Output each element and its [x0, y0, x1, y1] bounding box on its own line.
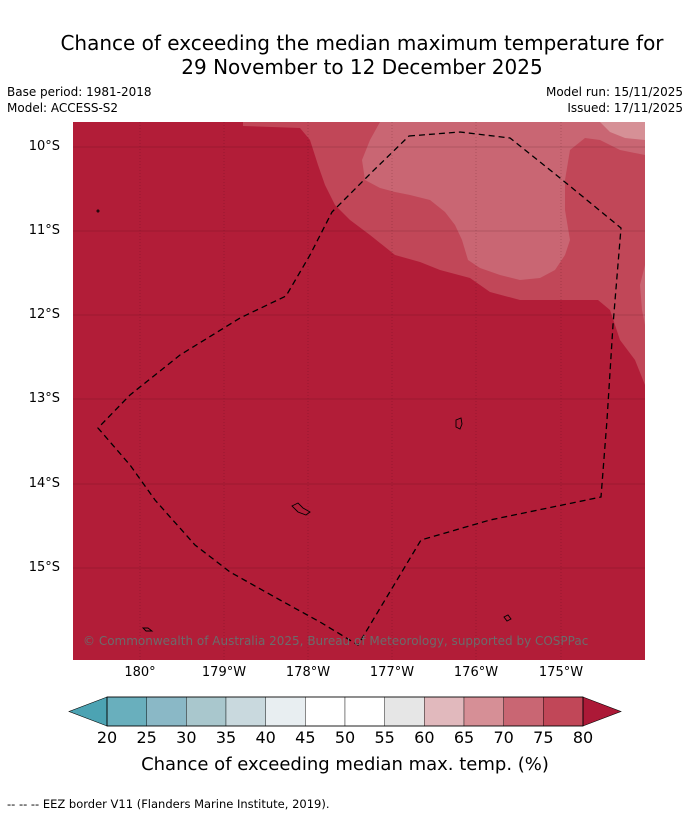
colorbar-cells: [106, 696, 584, 727]
colorbar-tick-label: 70: [493, 728, 514, 747]
title-line-1: Chance of exceeding the median maximum t…: [60, 31, 664, 55]
copyright-text: © Commonwealth of Australia 2025, Bureau…: [83, 634, 588, 648]
colorbar-cell: [106, 696, 147, 727]
island-east: [455, 417, 463, 430]
chart-title: Chance of exceeding the median maximum t…: [0, 31, 690, 79]
island-south-west: [291, 502, 311, 516]
region-65-percent: [600, 122, 645, 140]
colorbar-tick-label: 80: [572, 728, 594, 747]
lon-label-177w: 177°W: [369, 665, 415, 680]
meta-left: Base period: 1981-2018 Model: ACCESS-S2: [7, 84, 152, 116]
issued-date: Issued: 17/11/2025: [567, 101, 683, 115]
probability-field: [73, 122, 645, 660]
colorbar-tick-label: 45: [295, 728, 316, 747]
model-name: Model: ACCESS-S2: [7, 101, 119, 115]
meta-right: Model run: 15/11/2025 Issued: 17/11/2025: [546, 84, 683, 116]
island-south-east: [503, 614, 512, 622]
colorbar-tick-label: 20: [96, 728, 118, 747]
base-period: Base period: 1981-2018: [7, 85, 152, 99]
colorbar-tick-label: 35: [215, 728, 237, 747]
lon-label-175w: 175°W: [538, 665, 584, 680]
eez-border: [97, 131, 622, 646]
lon-label-179w: 179°W: [201, 665, 247, 680]
colorbar-cell: [225, 696, 266, 727]
colorbar-cell: [186, 696, 227, 727]
colorbar-cell: [265, 696, 306, 727]
colorbar-extend-low: [68, 696, 108, 727]
colorbar-cell: [344, 696, 385, 727]
colorbar-tick-label: 55: [374, 728, 395, 747]
colorbar-tick-label: 65: [453, 728, 475, 747]
region-70-percent: [362, 122, 645, 280]
lon-label-180: 180°: [124, 665, 156, 680]
lat-label-14s: 14°S: [28, 476, 60, 491]
colorbar-outline: [106, 696, 584, 727]
colorbar-tick-label: 25: [136, 728, 157, 747]
model-run: Model run: 15/11/2025: [545, 85, 683, 99]
colorbar-title: Chance of exceeding median max. temp. (%…: [141, 754, 549, 775]
lat-label-12s: 12°S: [28, 307, 60, 322]
colorbar-tick-label: 30: [176, 728, 197, 747]
lat-label-11s: 11°S: [28, 223, 60, 238]
colorbar-cell: [463, 696, 504, 727]
lat-label-15s: 15°S: [28, 560, 60, 575]
colorbar-cell: [543, 696, 584, 727]
colorbar-cell: [384, 696, 425, 727]
lat-label-13s: 13°S: [28, 391, 60, 406]
colorbar-tick-label: 60: [414, 728, 435, 747]
islands: [96, 209, 512, 632]
colorbar-cell: [146, 696, 187, 727]
lat-label-10s: 10°S: [28, 139, 60, 154]
colorbar-tick-label: 40: [255, 728, 276, 747]
eez-legend-note: -- -- -- EEZ border V11 (Flanders Marine…: [7, 797, 330, 811]
gridlines: [73, 122, 645, 660]
island-north-west: [96, 209, 100, 213]
lon-label-178w: 178°W: [285, 665, 331, 680]
colorbar-tick-label: 75: [533, 728, 554, 747]
colorbar: [68, 696, 622, 727]
title-line-2: 29 November to 12 December 2025: [181, 55, 543, 79]
island-south-west-small: [141, 627, 154, 632]
region-70-percent-east: [640, 265, 645, 325]
colorbar-cell: [503, 696, 544, 727]
colorbar-extend-high: [582, 696, 622, 727]
colorbar-cell: [305, 696, 346, 727]
colorbar-tick-label: 50: [334, 728, 356, 747]
colorbar-cell: [424, 696, 465, 727]
lon-label-176w: 176°W: [453, 665, 499, 680]
